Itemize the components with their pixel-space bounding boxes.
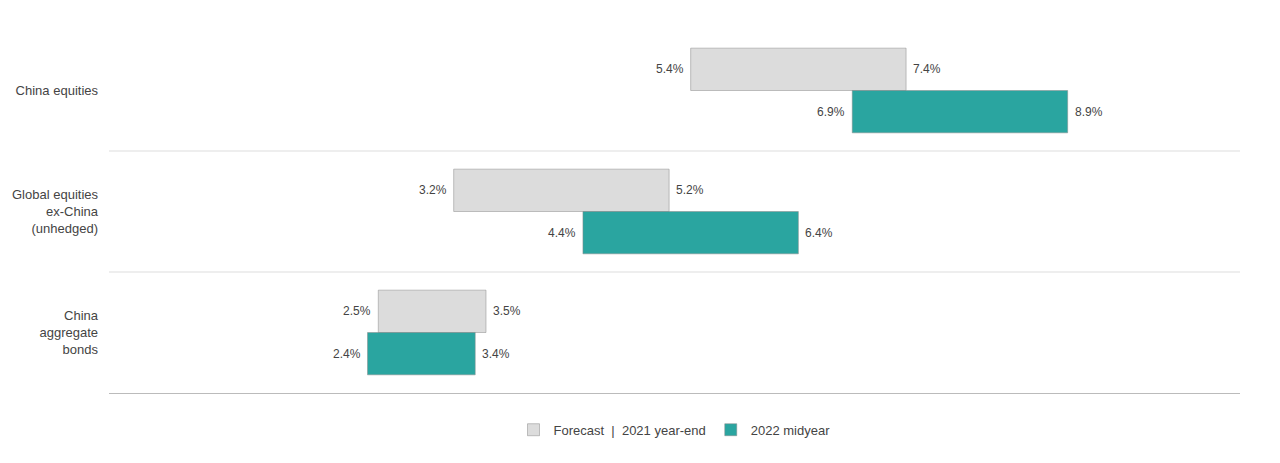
svg-text:7.4%: 7.4% — [913, 62, 941, 76]
svg-text:3.4%: 3.4% — [482, 347, 510, 361]
svg-text:4.4%: 4.4% — [548, 226, 576, 240]
svg-text:5.2%: 5.2% — [676, 183, 704, 197]
svg-text:3.5%: 3.5% — [493, 304, 521, 318]
svg-text:2.5%: 2.5% — [343, 304, 371, 318]
svg-text:2.4%: 2.4% — [333, 347, 361, 361]
svg-text:6.4%: 6.4% — [805, 226, 833, 240]
svg-text:8.9%: 8.9% — [1075, 105, 1103, 119]
svg-text:5.4%: 5.4% — [656, 62, 684, 76]
svg-text:China equities: China equities — [16, 83, 99, 98]
svg-text:3.2%: 3.2% — [419, 183, 447, 197]
svg-text:Forecast | 2021 year-end: Forecast | 2021 year-end — [554, 423, 706, 438]
svg-text:Global equitiesex-China(unhedg: Global equitiesex-China(unhedged) — [12, 187, 99, 236]
svg-text:Chinaaggregatebonds: Chinaaggregatebonds — [39, 308, 98, 357]
svg-text:6.9%: 6.9% — [817, 105, 845, 119]
svg-text:2022 midyear: 2022 midyear — [751, 423, 830, 438]
